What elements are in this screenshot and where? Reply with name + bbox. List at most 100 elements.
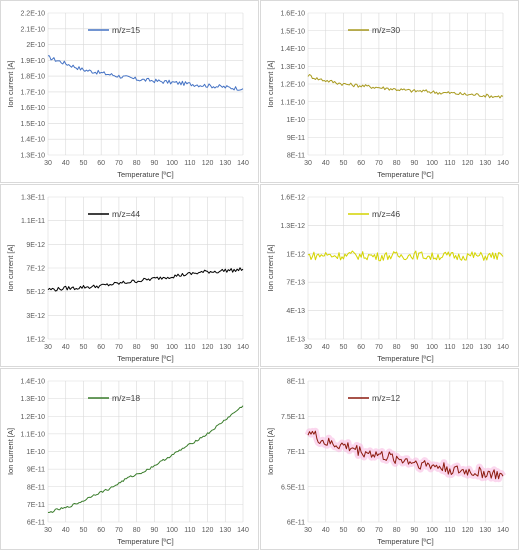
x-tick-label: 120 — [202, 344, 214, 351]
y-tick-label: 1.8E-10 — [20, 74, 45, 81]
x-tick-label: 80 — [133, 344, 141, 351]
y-tick-label: 6E-11 — [287, 520, 305, 527]
x-tick-label: 120 — [202, 160, 214, 167]
x-tick-label: 30 — [44, 160, 52, 167]
y-axis-label: Ion current [A] — [6, 428, 15, 475]
y-tick-label: 4E-13 — [286, 308, 305, 315]
x-tick-label: 30 — [304, 344, 312, 351]
x-tick-label: 60 — [357, 527, 365, 534]
chart-panel-mz18: 6E-11 7E-11 8E-11 9E-11 1E-10 1.1E-10 1.2E-10 1… — [0, 368, 259, 550]
x-tick-label: 100 — [166, 527, 178, 534]
y-tick-label: 1.3E-10 — [280, 64, 305, 71]
y-tick-label: 1.4E-10 — [20, 379, 45, 386]
x-tick-label: 100 — [166, 160, 178, 167]
x-tick-label: 130 — [219, 344, 231, 351]
x-tick-label: 70 — [115, 160, 123, 167]
x-tick-label: 40 — [62, 160, 70, 167]
y-tick-label: 9E-12 — [26, 242, 45, 249]
x-tick-label: 50 — [80, 344, 88, 351]
x-tick-label: 130 — [479, 527, 491, 534]
y-tick-label: 1.4E-10 — [280, 46, 305, 53]
x-tick-label: 60 — [357, 160, 365, 167]
x-tick-label: 60 — [357, 344, 365, 351]
y-tick-label: 1E-12 — [26, 337, 45, 344]
x-tick-label: 40 — [62, 344, 70, 351]
x-tick-label: 30 — [44, 527, 52, 534]
x-tick-label: 70 — [375, 160, 383, 167]
y-tick-label: 1.3E-12 — [280, 223, 305, 230]
y-tick-label: 1.6E-10 — [20, 105, 45, 112]
x-tick-label: 70 — [115, 344, 123, 351]
x-tick-label: 110 — [444, 160, 455, 167]
y-tick-label: 7E-13 — [286, 280, 305, 287]
legend-label: m/z=46 — [372, 209, 400, 219]
chart-panel-mz44: 1E-12 3E-12 5E-12 7E-12 9E-12 1.1E-11 1.3E-11 3… — [0, 184, 259, 367]
series-line — [307, 250, 504, 262]
y-tick-label: 8E-11 — [287, 379, 305, 386]
x-tick-label: 110 — [444, 344, 455, 351]
y-tick-label: 7.5E-11 — [281, 414, 305, 421]
y-tick-label: 1.1E-10 — [280, 99, 305, 106]
x-tick-label: 90 — [150, 344, 158, 351]
x-tick-label: 90 — [410, 527, 418, 534]
x-axis-label: Temperature [ºC] — [117, 170, 174, 179]
chart-panel-mz12: 6E-11 6.5E-11 7E-11 7.5E-11 8E-11 30 40 50 60 70 8… — [260, 368, 519, 550]
x-tick-label: 90 — [410, 160, 418, 167]
series-line — [307, 430, 504, 480]
y-tick-label: 7E-11 — [287, 449, 305, 456]
x-tick-label: 40 — [322, 527, 330, 534]
series-line — [307, 74, 504, 99]
y-tick-label: 1.6E-12 — [280, 195, 305, 202]
x-tick-label: 110 — [184, 527, 195, 534]
x-tick-label: 70 — [375, 344, 383, 351]
x-tick-label: 30 — [304, 527, 312, 534]
legend-label: m/z=12 — [372, 393, 400, 403]
y-tick-label: 9E-11 — [287, 135, 305, 142]
y-tick-label: 3E-12 — [26, 313, 45, 320]
x-tick-label: 80 — [393, 160, 401, 167]
x-tick-label: 100 — [166, 344, 178, 351]
x-tick-label: 140 — [497, 527, 509, 534]
x-tick-label: 110 — [184, 344, 195, 351]
x-tick-label: 40 — [62, 527, 70, 534]
y-tick-label: 1.1E-10 — [20, 431, 45, 438]
y-tick-label: 8E-11 — [287, 153, 305, 160]
x-tick-label: 130 — [219, 160, 231, 167]
x-axis-label: Temperature [ºC] — [377, 170, 434, 179]
x-axis-label: Temperature [ºC] — [377, 354, 434, 363]
x-tick-label: 130 — [479, 344, 491, 351]
x-tick-label: 60 — [97, 160, 105, 167]
x-tick-label: 40 — [322, 160, 330, 167]
x-tick-label: 50 — [340, 344, 348, 351]
y-tick-label: 1.3E-10 — [20, 153, 45, 160]
x-tick-label: 100 — [426, 527, 438, 534]
chart-svg: 1.3E-10 1.4E-10 1.5E-10 1.6E-10 1.7E-10 1.8E-… — [6, 11, 249, 180]
x-tick-label: 120 — [462, 527, 474, 534]
x-tick-label: 100 — [426, 160, 438, 167]
y-tick-label: 9E-11 — [27, 467, 45, 474]
y-tick-label: 7E-12 — [26, 266, 45, 273]
x-tick-label: 50 — [80, 527, 88, 534]
x-tick-label: 80 — [133, 527, 141, 534]
chart-svg: 6E-11 7E-11 8E-11 9E-11 1E-10 1.1E-10 1.2E-10 1… — [6, 379, 249, 547]
y-axis-label: Ion current [A] — [266, 244, 275, 291]
series-line — [47, 267, 244, 292]
y-tick-label: 2E-10 — [26, 42, 45, 49]
x-tick-label: 140 — [237, 527, 249, 534]
x-tick-label: 50 — [80, 160, 88, 167]
x-tick-label: 110 — [444, 527, 455, 534]
legend-label: m/z=18 — [112, 393, 140, 403]
x-tick-label: 90 — [410, 344, 418, 351]
chart-svg: 6E-11 6.5E-11 7E-11 7.5E-11 8E-11 30 40 50 60 70 8… — [266, 379, 509, 547]
y-tick-label: 1.7E-10 — [20, 89, 45, 96]
x-axis-label: Temperature [ºC] — [117, 354, 174, 363]
x-tick-label: 50 — [340, 527, 348, 534]
x-tick-label: 90 — [150, 160, 158, 167]
y-tick-label: 1.9E-10 — [20, 58, 45, 65]
y-axis-label: Ion current [A] — [6, 244, 15, 291]
chart-panel-mz46: 1E-13 4E-13 7E-13 1E-12 1.3E-12 1.6E-12 30 40 50… — [260, 184, 519, 367]
x-tick-label: 120 — [202, 527, 214, 534]
chart-panel-mz15: 1.3E-10 1.4E-10 1.5E-10 1.6E-10 1.7E-10 1.8E-… — [0, 0, 259, 183]
x-tick-label: 140 — [237, 344, 249, 351]
x-tick-label: 100 — [426, 344, 438, 351]
